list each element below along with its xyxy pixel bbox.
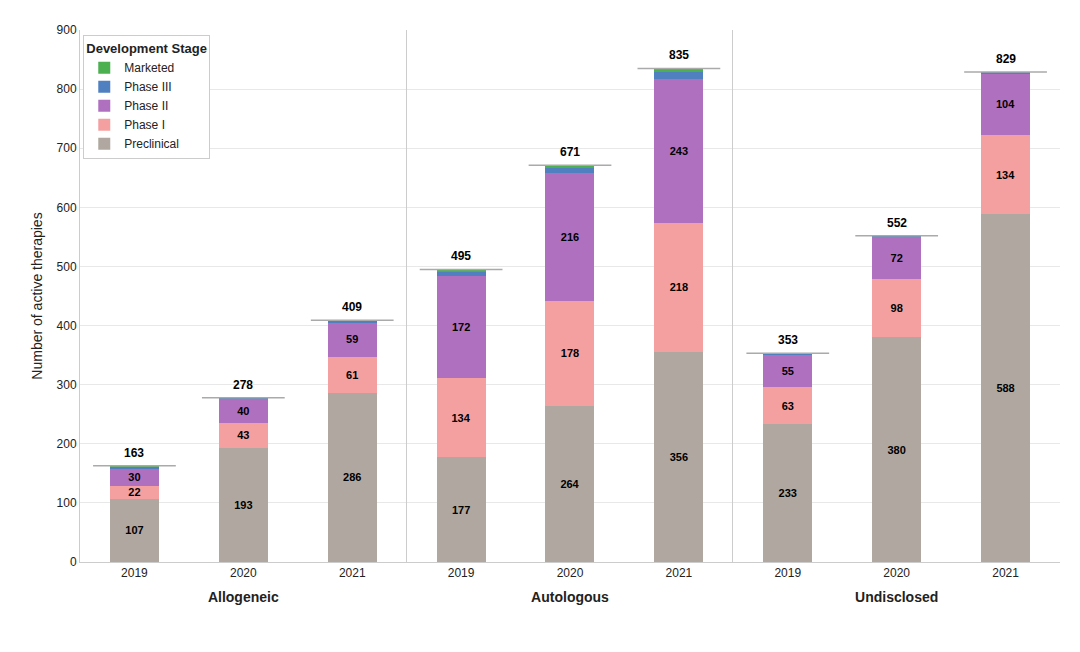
svg-text:218: 218 bbox=[670, 281, 688, 293]
svg-text:356: 356 bbox=[670, 451, 688, 463]
svg-text:700: 700 bbox=[57, 141, 77, 155]
svg-text:353: 353 bbox=[778, 333, 798, 347]
svg-text:55: 55 bbox=[782, 365, 794, 377]
svg-text:72: 72 bbox=[891, 252, 903, 264]
svg-text:Number of active therapies: Number of active therapies bbox=[29, 212, 45, 379]
svg-text:400: 400 bbox=[57, 319, 77, 333]
svg-text:495: 495 bbox=[451, 249, 471, 263]
svg-text:40: 40 bbox=[237, 405, 249, 417]
svg-text:Phase II: Phase II bbox=[124, 99, 168, 113]
svg-text:Allogeneic: Allogeneic bbox=[208, 589, 279, 605]
svg-text:2019: 2019 bbox=[774, 566, 801, 580]
svg-text:Phase III: Phase III bbox=[124, 80, 171, 94]
svg-text:2021: 2021 bbox=[339, 566, 366, 580]
svg-text:600: 600 bbox=[57, 201, 77, 215]
svg-text:98: 98 bbox=[891, 302, 903, 314]
svg-text:2019: 2019 bbox=[121, 566, 148, 580]
svg-text:2020: 2020 bbox=[230, 566, 257, 580]
svg-text:409: 409 bbox=[342, 300, 362, 314]
svg-text:104: 104 bbox=[996, 98, 1015, 110]
svg-text:286: 286 bbox=[343, 471, 361, 483]
svg-text:163: 163 bbox=[124, 446, 144, 460]
svg-text:216: 216 bbox=[561, 231, 579, 243]
svg-text:829: 829 bbox=[996, 52, 1016, 66]
svg-text:59: 59 bbox=[346, 333, 358, 345]
svg-text:193: 193 bbox=[234, 499, 252, 511]
svg-text:2021: 2021 bbox=[666, 566, 693, 580]
svg-text:671: 671 bbox=[560, 145, 580, 159]
svg-text:552: 552 bbox=[887, 216, 907, 230]
svg-text:278: 278 bbox=[233, 378, 253, 392]
svg-text:243: 243 bbox=[670, 145, 688, 157]
svg-text:100: 100 bbox=[57, 496, 77, 510]
svg-text:2019: 2019 bbox=[448, 566, 475, 580]
svg-text:134: 134 bbox=[996, 169, 1015, 181]
svg-text:835: 835 bbox=[669, 48, 689, 62]
svg-text:43: 43 bbox=[237, 429, 249, 441]
svg-text:800: 800 bbox=[57, 82, 77, 96]
svg-text:233: 233 bbox=[779, 487, 797, 499]
svg-text:Undisclosed: Undisclosed bbox=[855, 589, 938, 605]
svg-text:30: 30 bbox=[128, 471, 140, 483]
svg-text:107: 107 bbox=[125, 524, 143, 536]
svg-text:61: 61 bbox=[346, 369, 358, 381]
svg-text:Autologous: Autologous bbox=[531, 589, 609, 605]
svg-text:264: 264 bbox=[560, 478, 579, 490]
svg-text:380: 380 bbox=[887, 444, 905, 456]
svg-text:Phase I: Phase I bbox=[124, 118, 165, 132]
svg-text:500: 500 bbox=[57, 260, 77, 274]
svg-text:Development Stage: Development Stage bbox=[86, 41, 207, 56]
svg-text:0: 0 bbox=[70, 555, 77, 569]
svg-text:200: 200 bbox=[57, 437, 77, 451]
svg-text:Marketed: Marketed bbox=[124, 61, 174, 75]
svg-text:900: 900 bbox=[57, 23, 77, 37]
svg-text:178: 178 bbox=[561, 347, 579, 359]
svg-text:172: 172 bbox=[452, 321, 470, 333]
svg-text:Preclinical: Preclinical bbox=[124, 137, 179, 151]
svg-text:22: 22 bbox=[128, 486, 140, 498]
svg-text:588: 588 bbox=[996, 382, 1014, 394]
svg-text:2020: 2020 bbox=[883, 566, 910, 580]
svg-text:2021: 2021 bbox=[992, 566, 1019, 580]
svg-text:2020: 2020 bbox=[557, 566, 584, 580]
svg-text:177: 177 bbox=[452, 504, 470, 516]
svg-text:63: 63 bbox=[782, 400, 794, 412]
svg-text:300: 300 bbox=[57, 378, 77, 392]
svg-text:134: 134 bbox=[451, 412, 470, 424]
